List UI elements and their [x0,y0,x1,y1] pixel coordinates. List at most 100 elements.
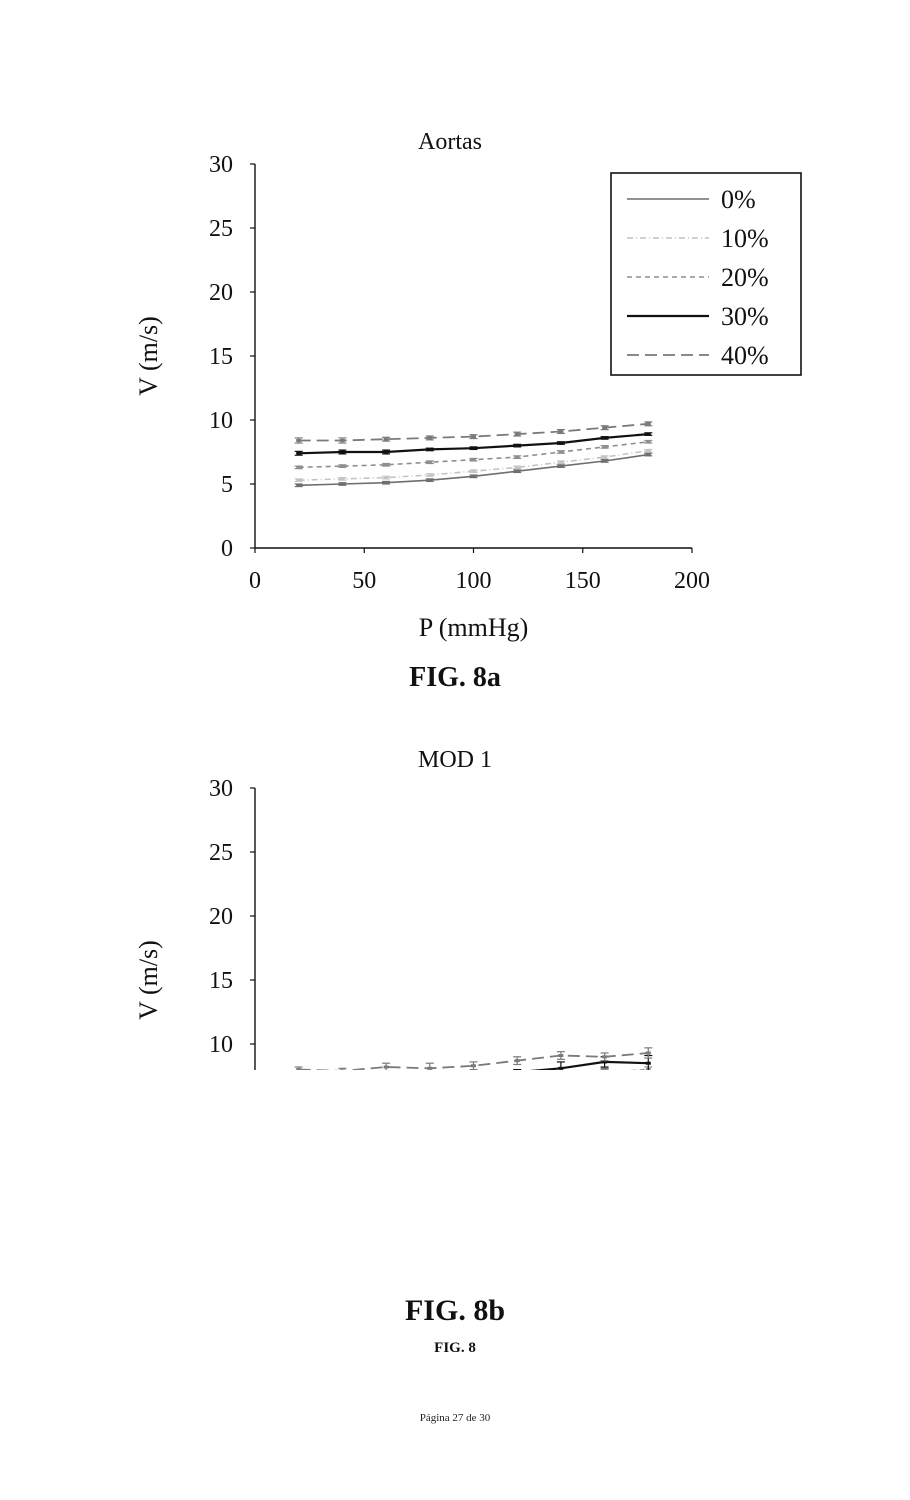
chart-mod1: MOD 1051015202530050100150200P (mmHg)V (… [134,747,653,1070]
data-point [602,426,608,430]
data-point [339,464,345,468]
series-40pct [294,1047,653,1070]
data-point [427,447,433,451]
y-tick-label: 0 [221,536,233,562]
y-tick-label: 10 [209,1032,233,1058]
data-point [296,465,302,469]
x-tick-label: 150 [565,568,601,594]
data-point [602,436,608,440]
series-30pct [513,1054,653,1070]
data-point [383,463,389,467]
legend-label: 30% [721,302,769,331]
data-point [471,435,476,439]
legend-box [610,172,802,376]
data-point [339,477,345,481]
y-tick-label: 15 [209,344,233,370]
x-tick-label: 100 [456,568,492,594]
data-point [602,459,608,463]
y-axis-label: V (m/s) [134,940,163,1020]
page-number: Página 27 de 30 [419,1412,491,1424]
data-point [514,455,520,459]
chart-title: Aortas [418,129,482,155]
data-point [427,478,433,482]
series-line [298,1052,649,1070]
data-point [339,438,345,442]
data-point [339,1069,345,1070]
y-tick-label: 5 [221,472,233,498]
data-point [427,1066,433,1070]
y-tick-label: 20 [209,280,233,306]
data-point [558,441,564,445]
data-point [427,460,433,464]
y-tick-label: 30 [209,776,233,802]
data-point [427,473,433,477]
series-40pct [294,421,653,444]
x-axis-label: P (mmHg) [419,613,529,642]
data-point [602,1055,608,1059]
y-tick-label: 20 [209,904,233,930]
data-point [645,432,651,436]
data-point [296,483,302,487]
data-point [383,481,389,485]
data-point [514,432,520,436]
data-point [383,437,389,441]
data-point [514,465,520,469]
data-point [514,444,520,448]
y-tick-label: 15 [209,968,233,994]
data-point [645,449,651,453]
data-point [427,436,433,440]
figure-label: FIG. 8 [434,1340,476,1356]
figure-caption-8a: FIG. 8a [409,662,501,693]
data-point [383,1065,389,1069]
x-tick-label: 0 [249,568,261,594]
data-point [558,1054,564,1058]
data-point [602,1060,608,1064]
data-point [296,451,302,455]
data-point [602,445,608,449]
data-point [471,446,476,450]
series-20pct [294,439,653,470]
data-point [645,453,651,457]
legend: 0% 10% 20% 30% 40% [610,172,802,376]
data-point [383,476,389,480]
data-point [471,1064,476,1068]
y-tick-label: 30 [209,152,233,178]
data-point [645,1051,651,1055]
data-point [558,460,564,464]
data-point [558,464,564,468]
data-point [514,469,520,473]
legend-label: 0% [721,185,756,214]
series-line [298,441,649,469]
series-30pct [294,432,653,456]
x-tick-label: 200 [674,568,710,594]
data-point [471,474,476,478]
legend-label: 20% [721,263,769,292]
data-point [558,450,564,454]
legend-label: 40% [721,341,769,370]
data-point [296,438,302,442]
y-tick-label: 10 [209,408,233,434]
data-point [558,430,564,434]
data-point [296,478,302,482]
y-axis-label: V (m/s) [134,316,163,396]
series-10pct [294,448,653,483]
data-point [645,1061,651,1065]
x-tick-label: 50 [352,568,376,594]
series-line [298,422,649,442]
y-tick-label: 25 [209,840,233,866]
chart-aortas: Aortas 0 5 10 15 20 25 30 0 50 100 150 200 P (mmHg) V … [134,129,802,642]
data-point [471,458,476,462]
chart-title: MOD 1 [418,747,492,773]
series-line [529,1060,649,1070]
data-point [296,1068,302,1070]
data-point [602,455,608,459]
data-point [383,450,389,454]
legend-label: 10% [721,224,769,253]
data-point [645,422,651,426]
data-point [514,1059,520,1063]
figure-caption-8b: FIG. 8b [404,1294,506,1327]
series-0pct [294,452,653,488]
data-point [339,482,345,486]
data-point [339,450,345,454]
data-point [471,469,476,473]
